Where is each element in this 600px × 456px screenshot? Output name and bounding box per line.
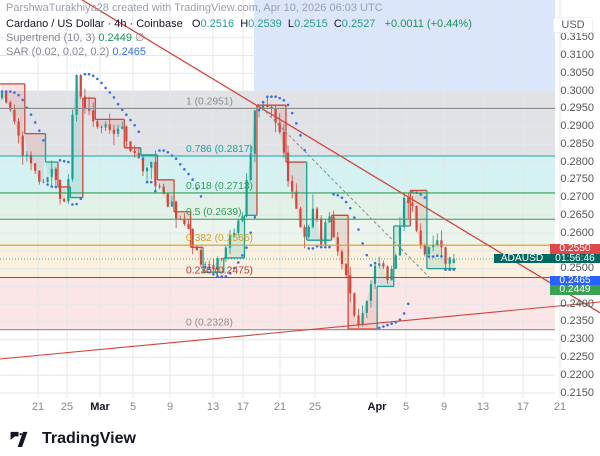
svg-text:0.618 (0.2713): 0.618 (0.2713) — [186, 181, 253, 192]
svg-text:1 (0.2951): 1 (0.2951) — [186, 96, 233, 107]
svg-text:0.5 (0.2639): 0.5 (0.2639) — [186, 207, 242, 218]
svg-text:0 (0.2328): 0 (0.2328) — [186, 318, 233, 329]
svg-text:0.236 (0.2475): 0.236 (0.2475) — [186, 266, 253, 277]
svg-text:0.382 (0.2566): 0.382 (0.2566) — [186, 233, 253, 244]
svg-text:0.786 (0.2817): 0.786 (0.2817) — [186, 144, 253, 155]
